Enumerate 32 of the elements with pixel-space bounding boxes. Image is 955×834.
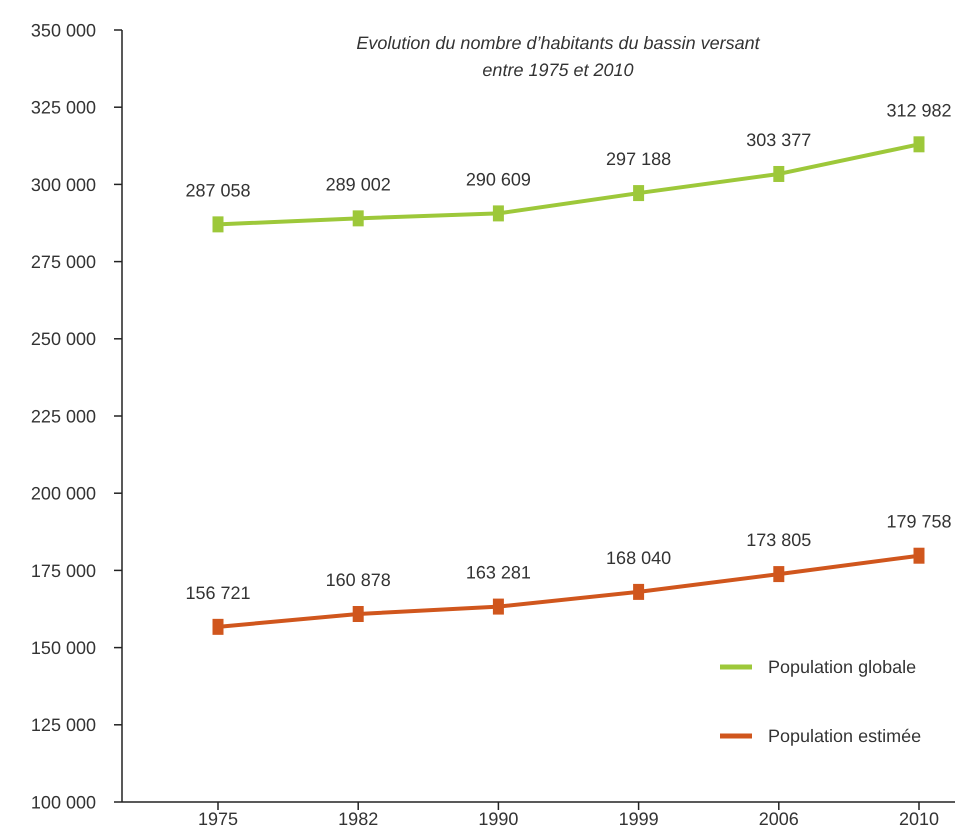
y-tick-label: 225 000 (30, 406, 96, 426)
x-tick-label: 1999 (618, 808, 659, 829)
data-label: 173 805 (746, 530, 812, 550)
data-label: 163 281 (466, 562, 531, 583)
x-tick-label: 2010 (898, 808, 940, 829)
data-label: 297 188 (606, 149, 672, 170)
y-tick-label: 325 000 (30, 98, 96, 118)
y-tick-label: 125 000 (30, 715, 96, 736)
data-label: 168 040 (606, 548, 672, 568)
data-label: 312 982 (886, 100, 952, 120)
legend-label: Population estimée (768, 726, 922, 746)
y-tick-label: 100 000 (30, 792, 96, 812)
y-tick-label: 275 000 (30, 252, 96, 272)
data-label: 179 758 (886, 512, 952, 532)
data-label: 287 058 (185, 180, 251, 200)
y-tick-label: 250 000 (30, 329, 96, 350)
data-label: 290 609 (466, 169, 531, 190)
data-label: 289 002 (326, 174, 391, 194)
y-tick-label: 175 000 (30, 560, 96, 581)
y-tick-label: 300 000 (30, 174, 96, 195)
text: Evolution du nombre d’habitants du bassin versant entre 1975 et 2010 (355, 32, 762, 82)
data-label: 303 377 (746, 130, 812, 150)
x-tick-label: 1982 (338, 808, 378, 829)
y-tick-label: 200 000 (30, 484, 96, 504)
y-tick-label: 150 000 (30, 638, 96, 658)
data-label: 156 721 (185, 582, 251, 603)
legend-label: Population globale (768, 656, 916, 678)
x-tick-label: 1990 (478, 808, 518, 829)
y-tick-label: 350 000 (30, 20, 96, 40)
data-label: 160 878 (326, 570, 391, 590)
x-tick-label: 2006 (758, 808, 799, 829)
x-tick-label: 1975 (198, 808, 238, 829)
